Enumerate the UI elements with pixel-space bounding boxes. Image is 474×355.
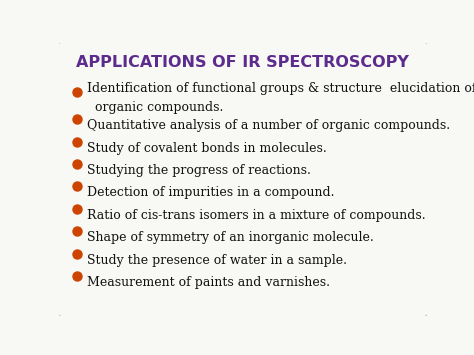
Text: Identification of functional groups & structure  elucidation of: Identification of functional groups & st… <box>87 82 474 95</box>
Text: Detection of impurities in a compound.: Detection of impurities in a compound. <box>87 186 334 200</box>
Text: Measurement of paints and varnishes.: Measurement of paints and varnishes. <box>87 276 330 289</box>
Text: Study the presence of water in a sample.: Study the presence of water in a sample. <box>87 253 347 267</box>
Text: Ratio of cis-trans isomers in a mixture of compounds.: Ratio of cis-trans isomers in a mixture … <box>87 209 426 222</box>
Text: Quantitative analysis of a number of organic compounds.: Quantitative analysis of a number of org… <box>87 119 450 132</box>
Text: Study of covalent bonds in molecules.: Study of covalent bonds in molecules. <box>87 142 327 154</box>
Text: Studying the progress of reactions.: Studying the progress of reactions. <box>87 164 310 177</box>
Text: APPLICATIONS OF IR SPECTROSCOPY: APPLICATIONS OF IR SPECTROSCOPY <box>76 55 410 70</box>
FancyBboxPatch shape <box>57 41 428 317</box>
Text: organic compounds.: organic compounds. <box>95 101 223 114</box>
Text: Shape of symmetry of an inorganic molecule.: Shape of symmetry of an inorganic molecu… <box>87 231 374 244</box>
